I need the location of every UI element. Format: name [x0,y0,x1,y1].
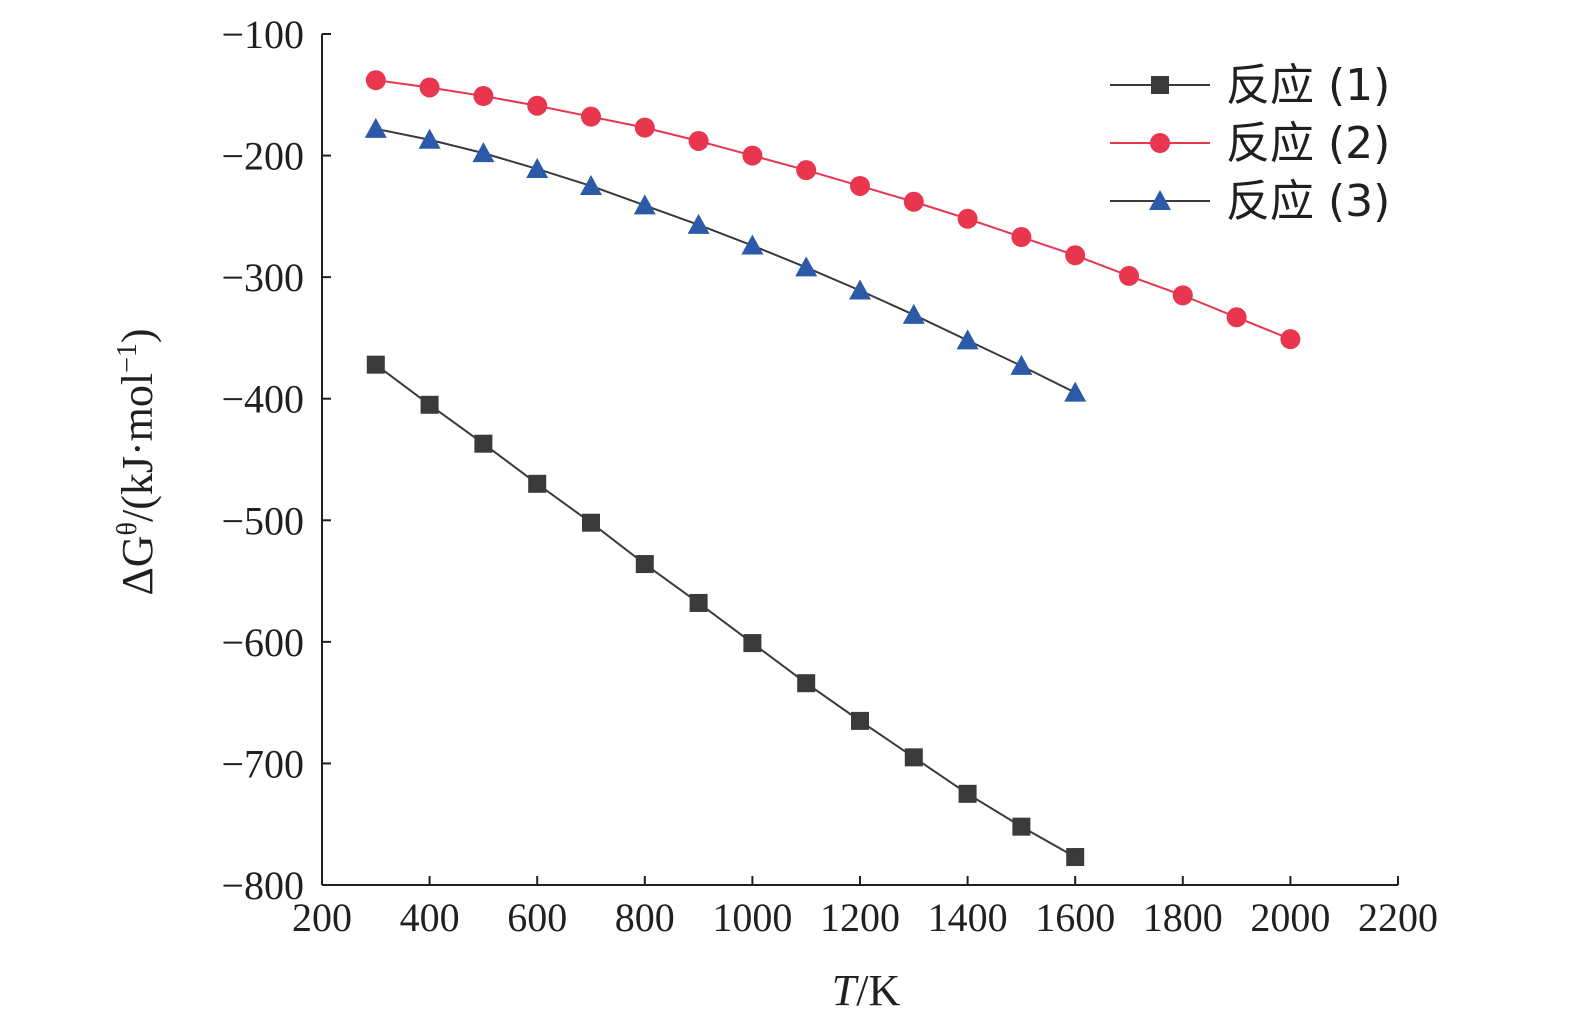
series-2-point [1065,245,1086,266]
series-3-point [580,174,602,195]
y-tick-label: −200 [221,134,304,179]
legend-label-3: 反应 (3) [1226,176,1390,227]
series-1-point [635,555,654,574]
x-tick-label: 2200 [1358,895,1438,940]
y-axis-title: ΔGθ/(kJ·mol−1) [112,328,162,595]
legend-label-2: 反应 (2) [1226,118,1390,169]
series-1-point [474,434,493,453]
series-3-point [633,194,656,215]
series-2-point [903,191,924,212]
series-1-point [904,748,923,767]
series-2-point [527,95,548,116]
y-tick-label: −800 [221,863,304,908]
x-tick-label: 800 [615,895,675,940]
x-tick-label: 2000 [1250,895,1330,940]
x-tick-label: 200 [292,895,352,940]
series-3-point [741,234,764,255]
series-2-point [473,86,494,107]
series-markers [364,70,1301,867]
series-3-point [364,117,387,138]
series-lines [375,79,1291,858]
series-2-point [688,130,709,151]
series-2-point [1172,285,1193,306]
x-tick-label: 1000 [712,895,792,940]
legend-marker-1 [1151,76,1169,94]
series-2-point [1011,227,1032,248]
series-3-point [418,128,441,149]
series-1-point [366,355,385,374]
x-tick-label: 400 [400,895,460,940]
series-2-point [365,70,386,91]
legend: 反应 (1) 反应 (2) 反应 (3) [1110,60,1390,227]
series-2-point [419,77,440,98]
series-1-point [958,784,977,803]
series-1-point [851,711,869,730]
x-axis-title: T/K [832,966,901,1015]
series-1-point [528,474,547,493]
y-tick-label: −100 [221,12,304,57]
series-3-point [956,329,979,350]
series-2-point [850,175,870,196]
series-3-point [902,303,925,324]
legend-marker-3 [1149,190,1171,210]
series-1-point [420,395,439,414]
series-1-point [689,593,708,612]
y-tick-label: −700 [221,741,304,786]
series-2-point [1280,329,1301,350]
series-2-point [1226,307,1247,328]
x-tick-label: 1800 [1143,895,1223,940]
y-tick-label: −600 [221,620,304,665]
x-tick-label: 1600 [1035,895,1115,940]
series-3-point [526,157,549,178]
series-2-point [634,117,655,138]
series-1-point [1066,848,1085,867]
x-tick-label: 1400 [928,895,1008,940]
series-2-point [796,160,817,181]
series-2-point [581,106,601,127]
series-3-point [1064,381,1087,402]
series-1-point [743,634,762,653]
x-tick-label: 600 [507,895,567,940]
ticks: 200 400 600 800 1000 1200 1400 1600 1800 2000 2200… [221,12,1438,940]
series-3-point [849,279,871,300]
legend-label-1: 反应 (1) [1226,60,1390,111]
series-1-point [797,674,816,693]
series-3-point [687,213,710,234]
series-3-point [472,142,495,163]
y-tick-label: −300 [221,255,304,300]
series-2-point [957,208,978,229]
series-1-point [1012,817,1031,836]
series-3-point [1010,354,1033,375]
series-3-point [795,256,818,277]
legend-marker-2 [1150,133,1170,153]
series-3-line [375,127,1076,394]
series-2-point [1119,265,1139,286]
y-tick-label: −400 [221,377,304,422]
series-1-point [582,513,600,532]
series-2-point [742,145,763,166]
y-tick-label: −500 [221,498,304,543]
x-tick-label: 1200 [820,895,900,940]
